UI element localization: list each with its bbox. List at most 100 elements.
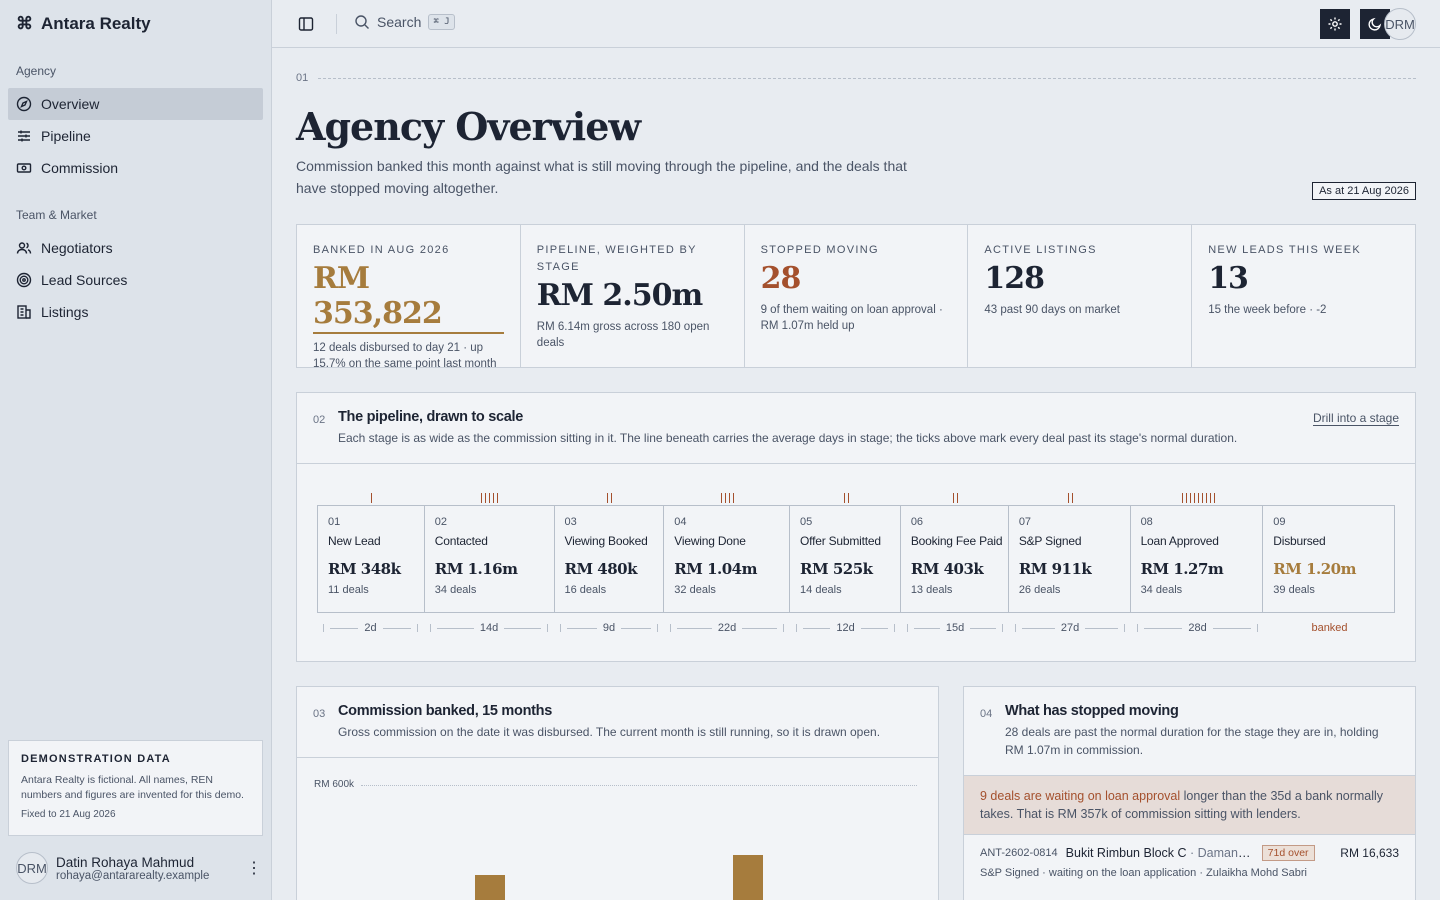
stage-duration: banked (1270, 621, 1389, 635)
chart-bar[interactable] (475, 875, 505, 900)
stage-number: 01 (328, 516, 341, 528)
pipeline-stage[interactable]: 01 New Lead RM 348k 11 deals (318, 506, 425, 612)
sidebar-item-label: Listings (41, 304, 89, 320)
search-button[interactable]: Search ⌘ J (354, 14, 455, 30)
duration-cap (560, 624, 561, 632)
pipeline-stage[interactable]: 09 Disbursed RM 1.20m 39 deals (1263, 506, 1394, 612)
more-vertical-icon[interactable]: ⋮ (246, 860, 262, 877)
drill-stage-link[interactable]: Drill into a stage (1312, 411, 1399, 426)
user-email: rohaya@antararealty.example (56, 869, 210, 882)
duration-cap (907, 624, 908, 632)
overdue-tick (370, 493, 372, 503)
duration-line (437, 627, 474, 629)
stage-value: RM 525k (800, 560, 873, 578)
pipeline-stage[interactable]: 02 Contacted RM 1.16m 34 deals (425, 506, 555, 612)
brand[interactable]: ⌘ Antara Realty (16, 14, 151, 34)
stage-number: 03 (564, 516, 577, 528)
overdue-tick (489, 493, 490, 503)
settings-button[interactable] (1320, 9, 1350, 39)
overdue-tick (953, 493, 954, 503)
overdue-tick (725, 493, 726, 503)
sidebar-item-lead-sources[interactable]: Lead Sources (8, 264, 263, 296)
panel-title: Commission banked, 15 months (338, 703, 552, 719)
sidebar-item-pipeline[interactable]: Pipeline (8, 120, 263, 152)
duration-line (330, 627, 359, 629)
as-at-badge: As at 21 Aug 2026 (1312, 182, 1416, 200)
sidebar-item-listings[interactable]: Listings (8, 296, 263, 328)
commission-panel: 03 Commission banked, 15 months Gross co… (296, 686, 939, 900)
kpi-value: RM 353,822 (313, 261, 504, 334)
duration-cap (1124, 624, 1126, 632)
gear-icon (1328, 17, 1342, 31)
kpi-label: ACTIVE LISTINGS (984, 244, 1097, 256)
duration-cap (323, 624, 324, 632)
divider (336, 14, 337, 34)
sidebar-item-label: Lead Sources (41, 272, 128, 288)
pipeline-stage[interactable]: 04 Viewing Done RM 1.04m 32 deals (664, 506, 791, 612)
duration-line (860, 627, 889, 629)
overdue-tick (611, 493, 612, 503)
stage-name: Offer Submitted (800, 534, 881, 548)
stage-value: RM 480k (564, 560, 638, 578)
overdue-tick (1197, 493, 1199, 503)
deal-details: S&P Signed · waiting on the loan applica… (980, 867, 1307, 879)
sidebar-item-negotiators[interactable]: Negotiators (8, 232, 263, 264)
stopped-panel: 04 What has stopped moving 28 deals are … (963, 686, 1416, 900)
panel-description: Gross commission on the date it was disb… (338, 725, 881, 739)
sidebar-item-label: Overview (41, 96, 100, 112)
overdue-tick (481, 493, 482, 503)
avatar[interactable]: DRM (1384, 8, 1416, 40)
sidebar-toggle-icon[interactable] (298, 16, 314, 32)
stage-duration: 9d (560, 621, 658, 635)
stage-number: 06 (910, 516, 924, 528)
stage-duration: 12d (796, 621, 896, 635)
users-icon (16, 242, 32, 254)
stage-name: Loan Approved (1140, 534, 1219, 548)
stage-value: RM 1.16m (434, 560, 518, 578)
search-label: Search (377, 14, 422, 30)
duration-line (742, 627, 778, 629)
kpi-banked[interactable]: BANKED IN AUG 2026 RM 353,822 12 deals d… (297, 225, 521, 370)
sidebar-item-overview[interactable]: Overview (8, 88, 263, 120)
duration-line (621, 627, 651, 629)
overdue-tick (1193, 493, 1195, 503)
duration-label: 22d (717, 622, 737, 634)
nav-group-agency: Agency (16, 64, 57, 78)
overdue-tick (721, 493, 722, 503)
duration-label: 27d (1060, 622, 1080, 634)
duration-label: 9d (602, 622, 616, 634)
duration-line (567, 627, 597, 629)
list-item[interactable]: ANT-2602-0814 Bukit Rimbun Block C · Dam… (964, 835, 1415, 889)
pipeline-stage[interactable]: 03 Viewing Booked RM 480k 16 deals (555, 506, 665, 612)
kpi-listings[interactable]: ACTIVE LISTINGS 128 43 past 90 days on m… (968, 225, 1193, 367)
overdue-tick (1185, 493, 1187, 503)
section-number: 01 (296, 72, 309, 84)
kpi-pipeline[interactable]: PIPELINE, WEIGHTED BY STAGE RM 2.50m RM … (521, 225, 745, 367)
overdue-tick (485, 493, 486, 503)
kpi-strip: BANKED IN AUG 2026 RM 353,822 12 deals d… (296, 224, 1416, 370)
pipeline-stage[interactable]: 08 Loan Approved RM 1.27m 34 deals (1131, 506, 1264, 612)
chart-bar[interactable] (733, 855, 763, 900)
moon-icon (1368, 17, 1382, 31)
search-icon (355, 15, 369, 29)
duration-line (970, 627, 997, 629)
gridline (361, 785, 917, 786)
pipeline-stage[interactable]: 07 S&P Signed RM 911k 26 deals (1009, 506, 1131, 612)
duration-cap (657, 624, 658, 632)
user-profile[interactable]: DRM Datin Rohaya Mahmud rohaya@antararea… (16, 850, 262, 886)
sidebar-item-commission[interactable]: Commission (8, 152, 263, 184)
y-axis-tick-label: RM 600k (314, 779, 355, 790)
kpi-leads[interactable]: NEW LEADS THIS WEEK 13 15 the week befor… (1192, 225, 1415, 367)
loan-approval-alert[interactable]: 9 deals are waiting on loan approval lon… (964, 776, 1415, 835)
sliders-icon (18, 130, 30, 142)
kpi-stopped[interactable]: STOPPED MOVING 28 9 of them waiting on l… (745, 225, 969, 367)
pipeline-stage[interactable]: 05 Offer Submitted RM 525k 14 deals (790, 506, 901, 612)
pipeline-stage[interactable]: 06 Booking Fee Paid RM 403k 13 deals (901, 506, 1009, 612)
stage-name: New Lead (328, 534, 381, 548)
kpi-note: 12 deals disbursed to day 21 · up 15.7% … (313, 342, 497, 370)
demo-fixed-date: Fixed to 21 Aug 2026 (21, 809, 116, 820)
stage-name: Viewing Done (674, 534, 746, 548)
stage-name: Booking Fee Paid (910, 534, 1003, 548)
duration-label: 2d (364, 622, 377, 634)
panel-header: 02 The pipeline, drawn to scale Each sta… (297, 393, 1415, 464)
